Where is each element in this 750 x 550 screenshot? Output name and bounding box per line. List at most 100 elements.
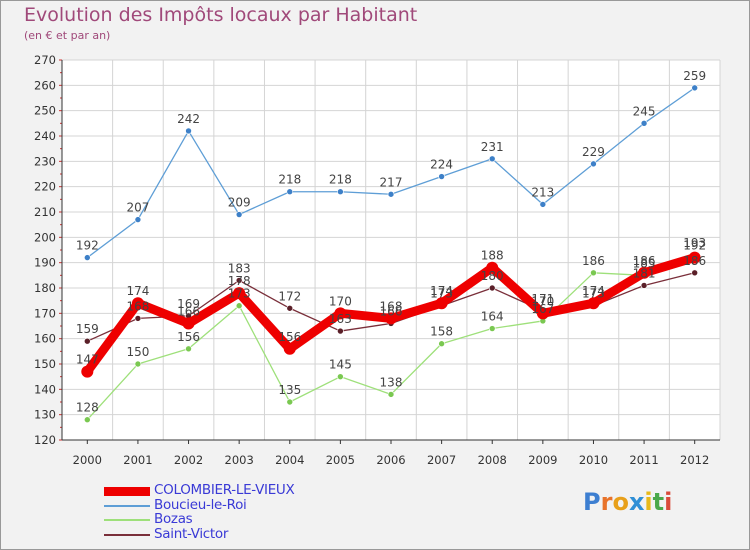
legend-swatch-bozas: [104, 519, 150, 521]
logo-letter: t: [652, 488, 665, 516]
legend-swatch-saint-victor: [104, 533, 150, 536]
data-label: 186: [633, 254, 656, 268]
y-tick-label: 240: [34, 129, 56, 143]
data-point: [286, 398, 294, 406]
data-point: [84, 254, 91, 261]
proxiti-logo: Proxiti: [583, 488, 672, 516]
y-tick-label: 170: [34, 306, 56, 320]
data-point: [640, 120, 648, 127]
data-point: [435, 297, 448, 310]
logo-letter: x: [628, 488, 645, 516]
data-point: [131, 297, 144, 310]
legend-label-saint-victor: Saint-Victor: [154, 525, 229, 542]
data-point: [185, 345, 192, 353]
y-tick-label: 190: [34, 256, 56, 270]
x-tick-label: 2000: [73, 453, 102, 467]
data-label: 164: [481, 310, 504, 324]
data-label: 231: [481, 140, 504, 154]
data-label: 183: [228, 261, 251, 275]
x-tick-label: 2002: [174, 453, 203, 467]
y-tick-label: 150: [34, 357, 56, 371]
data-point: [185, 127, 192, 135]
data-label: 188: [481, 249, 504, 263]
data-point: [134, 360, 142, 368]
logo-letter: r: [600, 488, 613, 516]
data-label: 174: [126, 284, 149, 298]
data-point: [438, 173, 445, 180]
data-label: 192: [683, 239, 706, 253]
data-point: [283, 342, 296, 355]
data-point: [84, 416, 91, 424]
data-label: 171: [531, 292, 554, 306]
legend-label-colombier: COLOMBIER-LE-VIEUX: [154, 482, 295, 498]
data-point: [488, 325, 496, 332]
x-tick-label: 2003: [225, 453, 254, 467]
data-label: 168: [380, 299, 403, 313]
data-point: [134, 216, 142, 223]
x-tick-label: 2008: [478, 453, 507, 467]
y-tick-label: 200: [34, 230, 56, 244]
y-tick-label: 120: [34, 433, 56, 447]
data-label: 138: [380, 375, 403, 389]
data-label: 150: [126, 345, 149, 359]
data-point: [688, 251, 701, 264]
data-point: [488, 284, 496, 292]
x-tick-label: 2005: [326, 453, 355, 467]
data-label: 213: [531, 185, 554, 199]
legend-label-bozas: Bozas: [154, 511, 193, 527]
data-label: 174: [582, 284, 605, 298]
data-label: 224: [430, 158, 453, 172]
data-label: 242: [177, 112, 200, 126]
data-label: 192: [76, 239, 99, 253]
data-label: 170: [531, 294, 554, 308]
data-point: [233, 287, 246, 300]
y-tick-label: 180: [34, 281, 56, 295]
data-label: 145: [329, 358, 352, 372]
y-tick-label: 140: [34, 382, 56, 396]
data-label: 173: [430, 287, 453, 301]
data-label: 209: [228, 196, 251, 210]
data-label: 185: [633, 256, 656, 270]
x-tick-label: 2006: [376, 453, 405, 467]
data-point: [334, 307, 347, 320]
x-tick-label: 2009: [528, 453, 557, 467]
data-point: [438, 340, 445, 348]
data-point: [337, 188, 344, 196]
data-label: 166: [177, 304, 200, 318]
data-label: 173: [228, 287, 251, 301]
data-label: 168: [126, 299, 149, 313]
data-label: 218: [329, 173, 352, 187]
data-point: [488, 155, 496, 163]
data-label: 178: [228, 274, 251, 288]
x-tick-label: 2007: [427, 453, 456, 467]
data-label: 128: [76, 401, 99, 415]
data-point: [235, 277, 243, 284]
data-point: [235, 211, 243, 218]
data-point: [638, 266, 651, 279]
data-label: 173: [582, 287, 605, 301]
data-label: 170: [329, 294, 352, 308]
y-tick-label: 130: [34, 408, 56, 422]
data-point: [84, 337, 91, 345]
data-point: [539, 201, 547, 208]
data-label: 156: [177, 330, 200, 344]
logo-letter: i: [644, 488, 653, 516]
y-tick-label: 260: [34, 78, 56, 92]
data-point: [387, 391, 395, 398]
data-point: [387, 190, 395, 198]
data-point: [590, 160, 597, 168]
y-tick-label: 160: [34, 332, 56, 346]
x-tick-label: 2010: [579, 453, 608, 467]
y-tick-label: 250: [34, 104, 56, 118]
data-label: 158: [430, 325, 453, 339]
y-tick-label: 210: [34, 205, 56, 219]
data-point: [691, 269, 698, 277]
data-label: 218: [278, 173, 301, 187]
data-label: 180: [481, 269, 504, 283]
data-label: 229: [582, 145, 605, 159]
data-point: [587, 297, 600, 310]
data-label: 245: [633, 104, 656, 118]
data-label: 207: [126, 201, 149, 215]
y-tick-label: 270: [34, 53, 56, 67]
data-label: 186: [582, 254, 605, 268]
